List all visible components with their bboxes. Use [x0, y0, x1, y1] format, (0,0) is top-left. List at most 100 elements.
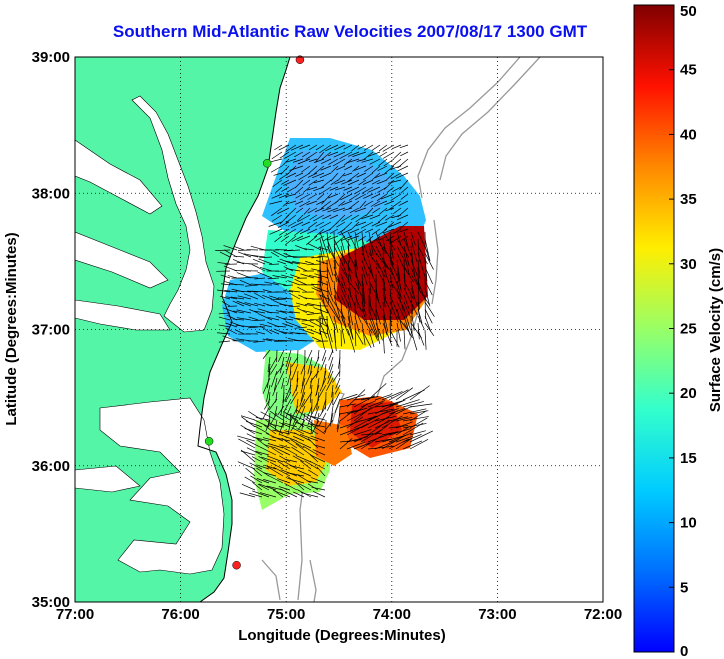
velocity-arrow: [326, 329, 334, 354]
velocity-arrow: [296, 409, 312, 421]
velocity-arrow: [319, 294, 329, 314]
velocity-arrow: [320, 179, 332, 189]
velocity-arrow: [307, 243, 322, 251]
velocity-arrow: [261, 456, 277, 463]
radar-station-marker: [204, 436, 214, 446]
velocity-arrow: [364, 200, 374, 207]
velocity-arrow: [286, 249, 301, 252]
velocity-arrow: [367, 400, 385, 408]
velocity-arrow: [215, 249, 231, 251]
velocity-arrow: [332, 391, 341, 406]
velocity-arrow: [335, 186, 346, 191]
velocity-arrow: [321, 193, 332, 205]
velocity-arrow: [228, 283, 245, 286]
velocity-arrow: [389, 266, 399, 288]
velocity-arrow: [368, 329, 375, 348]
velocity-arrow: [306, 312, 322, 315]
velocity-arrow: [316, 391, 320, 410]
velocity-arrow: [339, 426, 361, 436]
velocity-arrow: [375, 287, 380, 303]
velocity-arrow: [301, 370, 306, 387]
velocity-arrow: [326, 252, 334, 276]
velocity-arrow: [361, 322, 366, 346]
velocity-arrow: [280, 165, 290, 175]
velocity-arrow: [305, 260, 315, 265]
velocity-arrow: [259, 266, 273, 272]
velocity-arrow: [279, 455, 291, 463]
velocity-arrow: [330, 405, 334, 423]
velocity-arrow: [382, 252, 387, 275]
velocity-arrow: [326, 294, 335, 310]
velocity-arrow: [236, 272, 252, 279]
velocity-arrow: [424, 259, 428, 281]
velocity-arrow: [262, 405, 271, 420]
velocity-arrow: [280, 235, 290, 243]
velocity-arrow: [270, 165, 283, 173]
velocity-arrow: [424, 315, 432, 332]
velocity-arrow: [267, 356, 271, 372]
velocity-arrow: [315, 260, 329, 265]
velocity-arrow: [296, 440, 312, 449]
velocity-arrow: [353, 406, 373, 422]
velocity-arrow: [367, 383, 387, 401]
velocity-arrow: [279, 228, 290, 236]
coastline: [197, 57, 291, 602]
velocity-arrow: [300, 273, 315, 279]
velocity-arrow: [270, 158, 283, 163]
velocity-arrow: [295, 186, 304, 194]
velocity-arrow: [310, 435, 326, 442]
velocity-arrow: [388, 438, 409, 450]
velocity-arrow: [354, 207, 367, 213]
velocity-arrow: [246, 447, 263, 456]
velocity-arrow: [378, 158, 388, 167]
velocity-arrow: [326, 238, 336, 260]
velocity-arrow: [396, 252, 405, 270]
colorbar-tick-label: 10: [680, 515, 697, 532]
velocity-arrow: [303, 207, 311, 215]
velocity-arrow: [278, 193, 290, 199]
velocity-arrow: [269, 295, 280, 300]
velocity-arrow: [378, 235, 388, 241]
velocity-arrow: [395, 416, 413, 422]
velocity-arrow: [372, 172, 381, 180]
velocity-arrow: [274, 325, 287, 328]
velocity-arrow: [379, 207, 388, 215]
velocity-arrow: [361, 238, 369, 258]
velocity-arrow: [353, 442, 371, 450]
velocity-arrow: [295, 207, 304, 214]
velocity-arrow: [271, 370, 278, 388]
colorbar-tick-label: 0: [680, 643, 688, 659]
velocity-arrow: [403, 329, 406, 350]
velocity-arrow: [347, 315, 354, 339]
velocity-arrow: [350, 214, 360, 221]
velocity-arrow: [282, 323, 294, 328]
velocity-arrow: [237, 295, 252, 300]
velocity-arrow: [368, 252, 380, 269]
velocity-arrow: [402, 416, 429, 422]
velocity-arrow: [248, 410, 263, 421]
velocity-arrow: [219, 251, 231, 258]
velocity-arrow: [290, 416, 305, 428]
velocity-arrow: [362, 179, 374, 185]
velocity-arrow: [308, 144, 318, 151]
velocity-arrow: [354, 322, 357, 347]
velocity-arrow: [346, 389, 366, 408]
velocity-arrow: [409, 430, 434, 443]
velocity-arrow: [340, 287, 349, 306]
velocity-arrow: [295, 398, 299, 414]
velocity-arrow: [353, 403, 369, 415]
velocity-arrow: [326, 377, 334, 391]
velocity-arrow: [336, 165, 346, 171]
velocity-arrow: [321, 151, 332, 160]
velocity-arrow: [271, 447, 284, 456]
velocity-arrow: [340, 273, 347, 289]
velocity-arrow: [299, 391, 306, 407]
velocity-arrow: [219, 295, 231, 300]
velocity-arrow: [349, 228, 360, 234]
velocity-arrow: [353, 415, 376, 429]
velocity-arrow: [355, 193, 367, 201]
velocity-arrow: [283, 411, 298, 421]
velocity-arrow: [424, 329, 427, 350]
velocity-arrow: [334, 398, 341, 414]
velocity-arrow: [273, 466, 291, 477]
